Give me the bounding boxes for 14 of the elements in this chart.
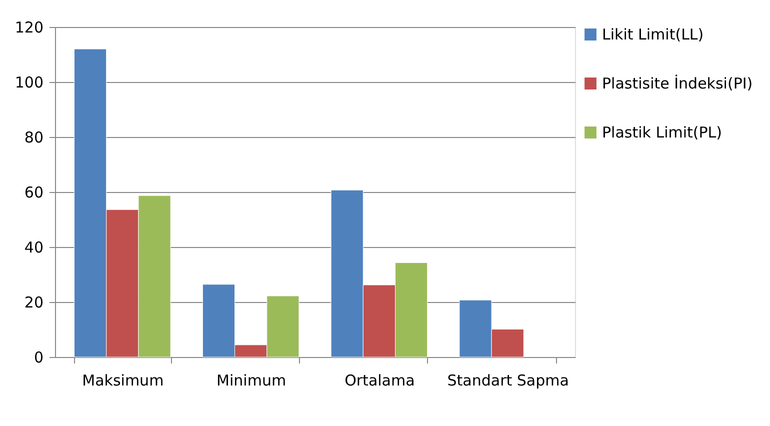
y-tick-label: 80 (24, 128, 44, 146)
y-tick-label: 40 (24, 238, 44, 256)
x-tick-label: Minimum (216, 372, 286, 390)
y-tick-label: 0 (34, 348, 44, 366)
x-tick-label: Ortalama (344, 372, 415, 390)
y-tick-label: 120 (14, 18, 44, 36)
legend-label: Likit Limit(LL) (602, 26, 704, 44)
y-tick-label: 20 (24, 294, 44, 312)
x-tick-label: Standart Sapma (447, 372, 569, 390)
y-tick-label: 60 (24, 184, 44, 202)
y-tick-label: 100 (14, 74, 44, 92)
x-tick-label: Maksimum (82, 372, 164, 390)
legend-label: Plastisite İndeksi(PI) (602, 74, 753, 92)
legend-label: Plastik Limit(PL) (602, 124, 722, 142)
